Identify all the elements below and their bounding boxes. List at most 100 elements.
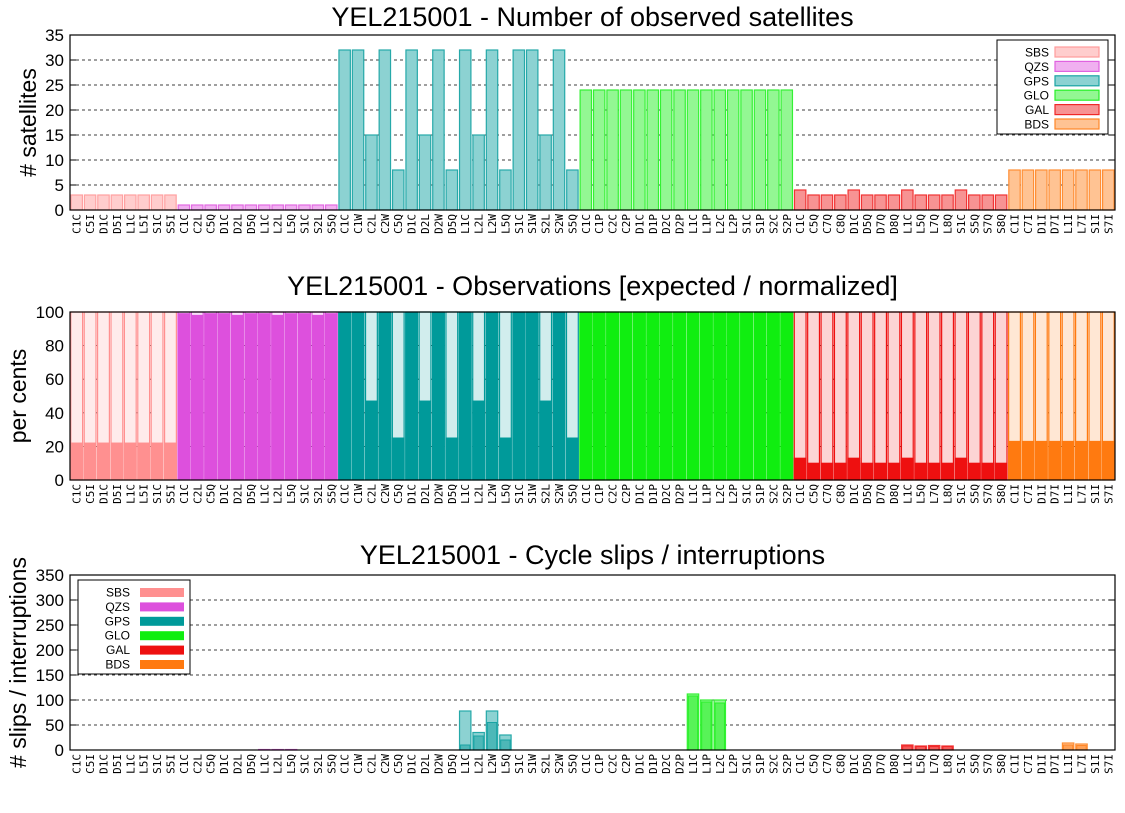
bar-normalized-SBS-L5I	[137, 442, 151, 481]
bar-GAL-C8Q	[834, 194, 847, 211]
bar-normalized-GLO-D2C	[659, 311, 673, 481]
x-tick-label: S5I	[164, 754, 177, 774]
x-tick-label: C2W	[379, 754, 392, 774]
legend-swatch-GPS	[140, 616, 184, 626]
x-tick-label: L1C	[901, 484, 914, 504]
y-tick-label: 10	[45, 151, 64, 170]
bar-normalized-GPS-L2L	[472, 400, 486, 481]
x-tick-label: L2W	[486, 754, 499, 774]
bar-interruptions-GLO-L2C	[714, 702, 725, 751]
x-tick-label: C2P	[620, 754, 633, 774]
bar-GLO-S2C	[767, 89, 780, 211]
x-tick-label: S5Q	[968, 214, 981, 234]
x-tick-label: D2L	[231, 214, 244, 234]
x-tick-label: L1C	[687, 214, 700, 234]
x-tick-label: D1P	[647, 754, 660, 774]
bar-normalized-GLO-S1C	[740, 311, 753, 481]
bar-normalized-SBS-L1C	[123, 442, 137, 481]
bar-GPS-D5Q	[445, 169, 459, 211]
legend-swatch-BDS	[1054, 118, 1100, 130]
x-tick-label: C5Q	[808, 484, 821, 504]
bar-normalized-GAL-L7Q	[927, 462, 941, 481]
x-tick-label: D1C	[633, 754, 646, 774]
x-tick-label: C1W	[352, 754, 365, 774]
y-tick-label: 100	[36, 303, 64, 322]
x-tick-label: D2L	[231, 484, 244, 504]
x-tick-label: S5Q	[566, 754, 579, 774]
bar-GLO-S2P	[780, 89, 794, 211]
x-tick-label: D1C	[97, 484, 110, 504]
plot-frame	[69, 311, 1116, 481]
x-tick-label: L7Q	[928, 754, 941, 774]
x-tick-label: S1C	[513, 214, 526, 234]
x-tick-label: C7I	[1022, 214, 1035, 234]
bar-GPS-C1C	[338, 49, 351, 211]
y-tick-label: 250	[36, 616, 64, 635]
x-tick-label: D5Q	[861, 484, 874, 504]
bar-normalized-GPS-C2W	[378, 311, 392, 481]
bar-GAL-S5Q	[968, 194, 981, 211]
bar-normalized-BDS-D1I	[1034, 440, 1048, 481]
x-tick-label: S2P	[781, 484, 794, 504]
bar-GPS-S5Q	[566, 169, 579, 211]
bar-QZS-S5Q	[324, 204, 338, 211]
x-tick-label: S1C	[151, 754, 164, 774]
x-tick-label: S5Q	[968, 754, 981, 774]
bar-GAL-D8Q	[887, 194, 901, 211]
x-tick-label: L8Q	[942, 754, 955, 774]
bar-SBS-D1C	[97, 194, 110, 211]
bar-normalized-QZS-D2L	[231, 314, 244, 481]
x-tick-label: D2W	[432, 484, 445, 504]
bar-QZS-S1C	[298, 204, 311, 211]
bar-QZS-D5Q	[244, 204, 258, 211]
x-tick-label: D7Q	[875, 214, 888, 234]
bar-GPS-D2L	[418, 134, 432, 211]
y-tick-label: 25	[45, 76, 64, 95]
x-tick-label: S1P	[754, 754, 767, 774]
bar-normalized-GAL-C8Q	[833, 462, 847, 481]
bar-normalized-SBS-S1C	[150, 442, 164, 481]
bar-normalized-BDS-C1I	[1008, 440, 1021, 481]
bar-GLO-D2C	[659, 89, 673, 211]
bar-GLO-C1P	[592, 89, 606, 211]
bar-GPS-C5Q	[391, 169, 405, 211]
bar-GPS-L5Q	[499, 169, 512, 211]
x-tick-label: S7I	[1102, 484, 1115, 504]
bar-interruptions-GPS-L5Q	[500, 739, 511, 751]
bar-normalized-QZS-C2L	[190, 314, 204, 481]
x-tick-label: D2C	[660, 484, 673, 504]
x-tick-label: S1C	[151, 484, 164, 504]
legend-swatch-GAL	[140, 645, 184, 655]
bar-expected-GAL-D5Q	[860, 311, 874, 481]
x-tick-label: D1P	[647, 214, 660, 234]
x-tick-label: L7Q	[928, 214, 941, 234]
x-tick-label: D2P	[674, 214, 687, 234]
x-tick-label: D2P	[674, 754, 687, 774]
x-tick-label: D5Q	[446, 484, 459, 504]
bar-normalized-GAL-L5Q	[914, 462, 928, 481]
bar-GPS-L1C	[458, 49, 472, 211]
bar-expected-GAL-S5Q	[967, 311, 981, 481]
bar-GLO-D1P	[646, 89, 660, 211]
y-axis-label: # satellites	[15, 68, 41, 177]
bar-normalized-GAL-D5Q	[860, 462, 874, 481]
x-tick-label: D1C	[218, 754, 231, 774]
y-tick-label: 200	[36, 641, 64, 660]
x-tick-label: D7I	[1049, 214, 1062, 234]
x-tick-label: C1C	[794, 214, 807, 234]
bar-expected-GAL-D8Q	[887, 311, 901, 481]
x-tick-label: C5Q	[392, 484, 405, 504]
x-tick-label: C1C	[580, 754, 593, 774]
bar-normalized-BDS-S1I	[1088, 440, 1102, 481]
x-tick-label: D8Q	[888, 754, 901, 774]
x-tick-label: D1C	[218, 214, 231, 234]
x-tick-label: L5I	[138, 484, 151, 504]
bar-GAL-D5Q	[860, 194, 874, 211]
bar-GLO-S1P	[753, 89, 767, 211]
bar-GAL-L1C	[901, 189, 914, 211]
x-tick-label: L1C	[687, 754, 700, 774]
bar-normalized-SBS-S5I	[164, 442, 177, 481]
x-tick-label: C5Q	[392, 214, 405, 234]
x-tick-label: C1C	[339, 214, 352, 234]
